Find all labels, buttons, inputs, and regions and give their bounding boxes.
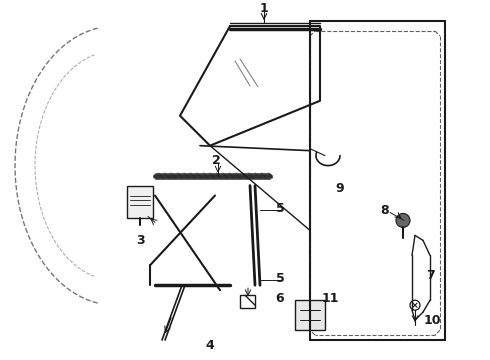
Polygon shape bbox=[295, 300, 325, 330]
Text: 2: 2 bbox=[212, 154, 220, 167]
Text: 8: 8 bbox=[381, 204, 390, 217]
Text: 1: 1 bbox=[260, 1, 269, 15]
Polygon shape bbox=[127, 185, 153, 219]
Text: 7: 7 bbox=[426, 269, 434, 282]
Circle shape bbox=[396, 213, 410, 228]
Text: 5: 5 bbox=[275, 202, 284, 215]
Text: 10: 10 bbox=[423, 314, 441, 327]
Text: 9: 9 bbox=[336, 182, 344, 195]
Text: 5: 5 bbox=[275, 272, 284, 285]
Text: 6: 6 bbox=[276, 292, 284, 305]
Text: 11: 11 bbox=[321, 292, 339, 305]
Text: 4: 4 bbox=[206, 338, 215, 352]
Text: 3: 3 bbox=[136, 234, 145, 247]
